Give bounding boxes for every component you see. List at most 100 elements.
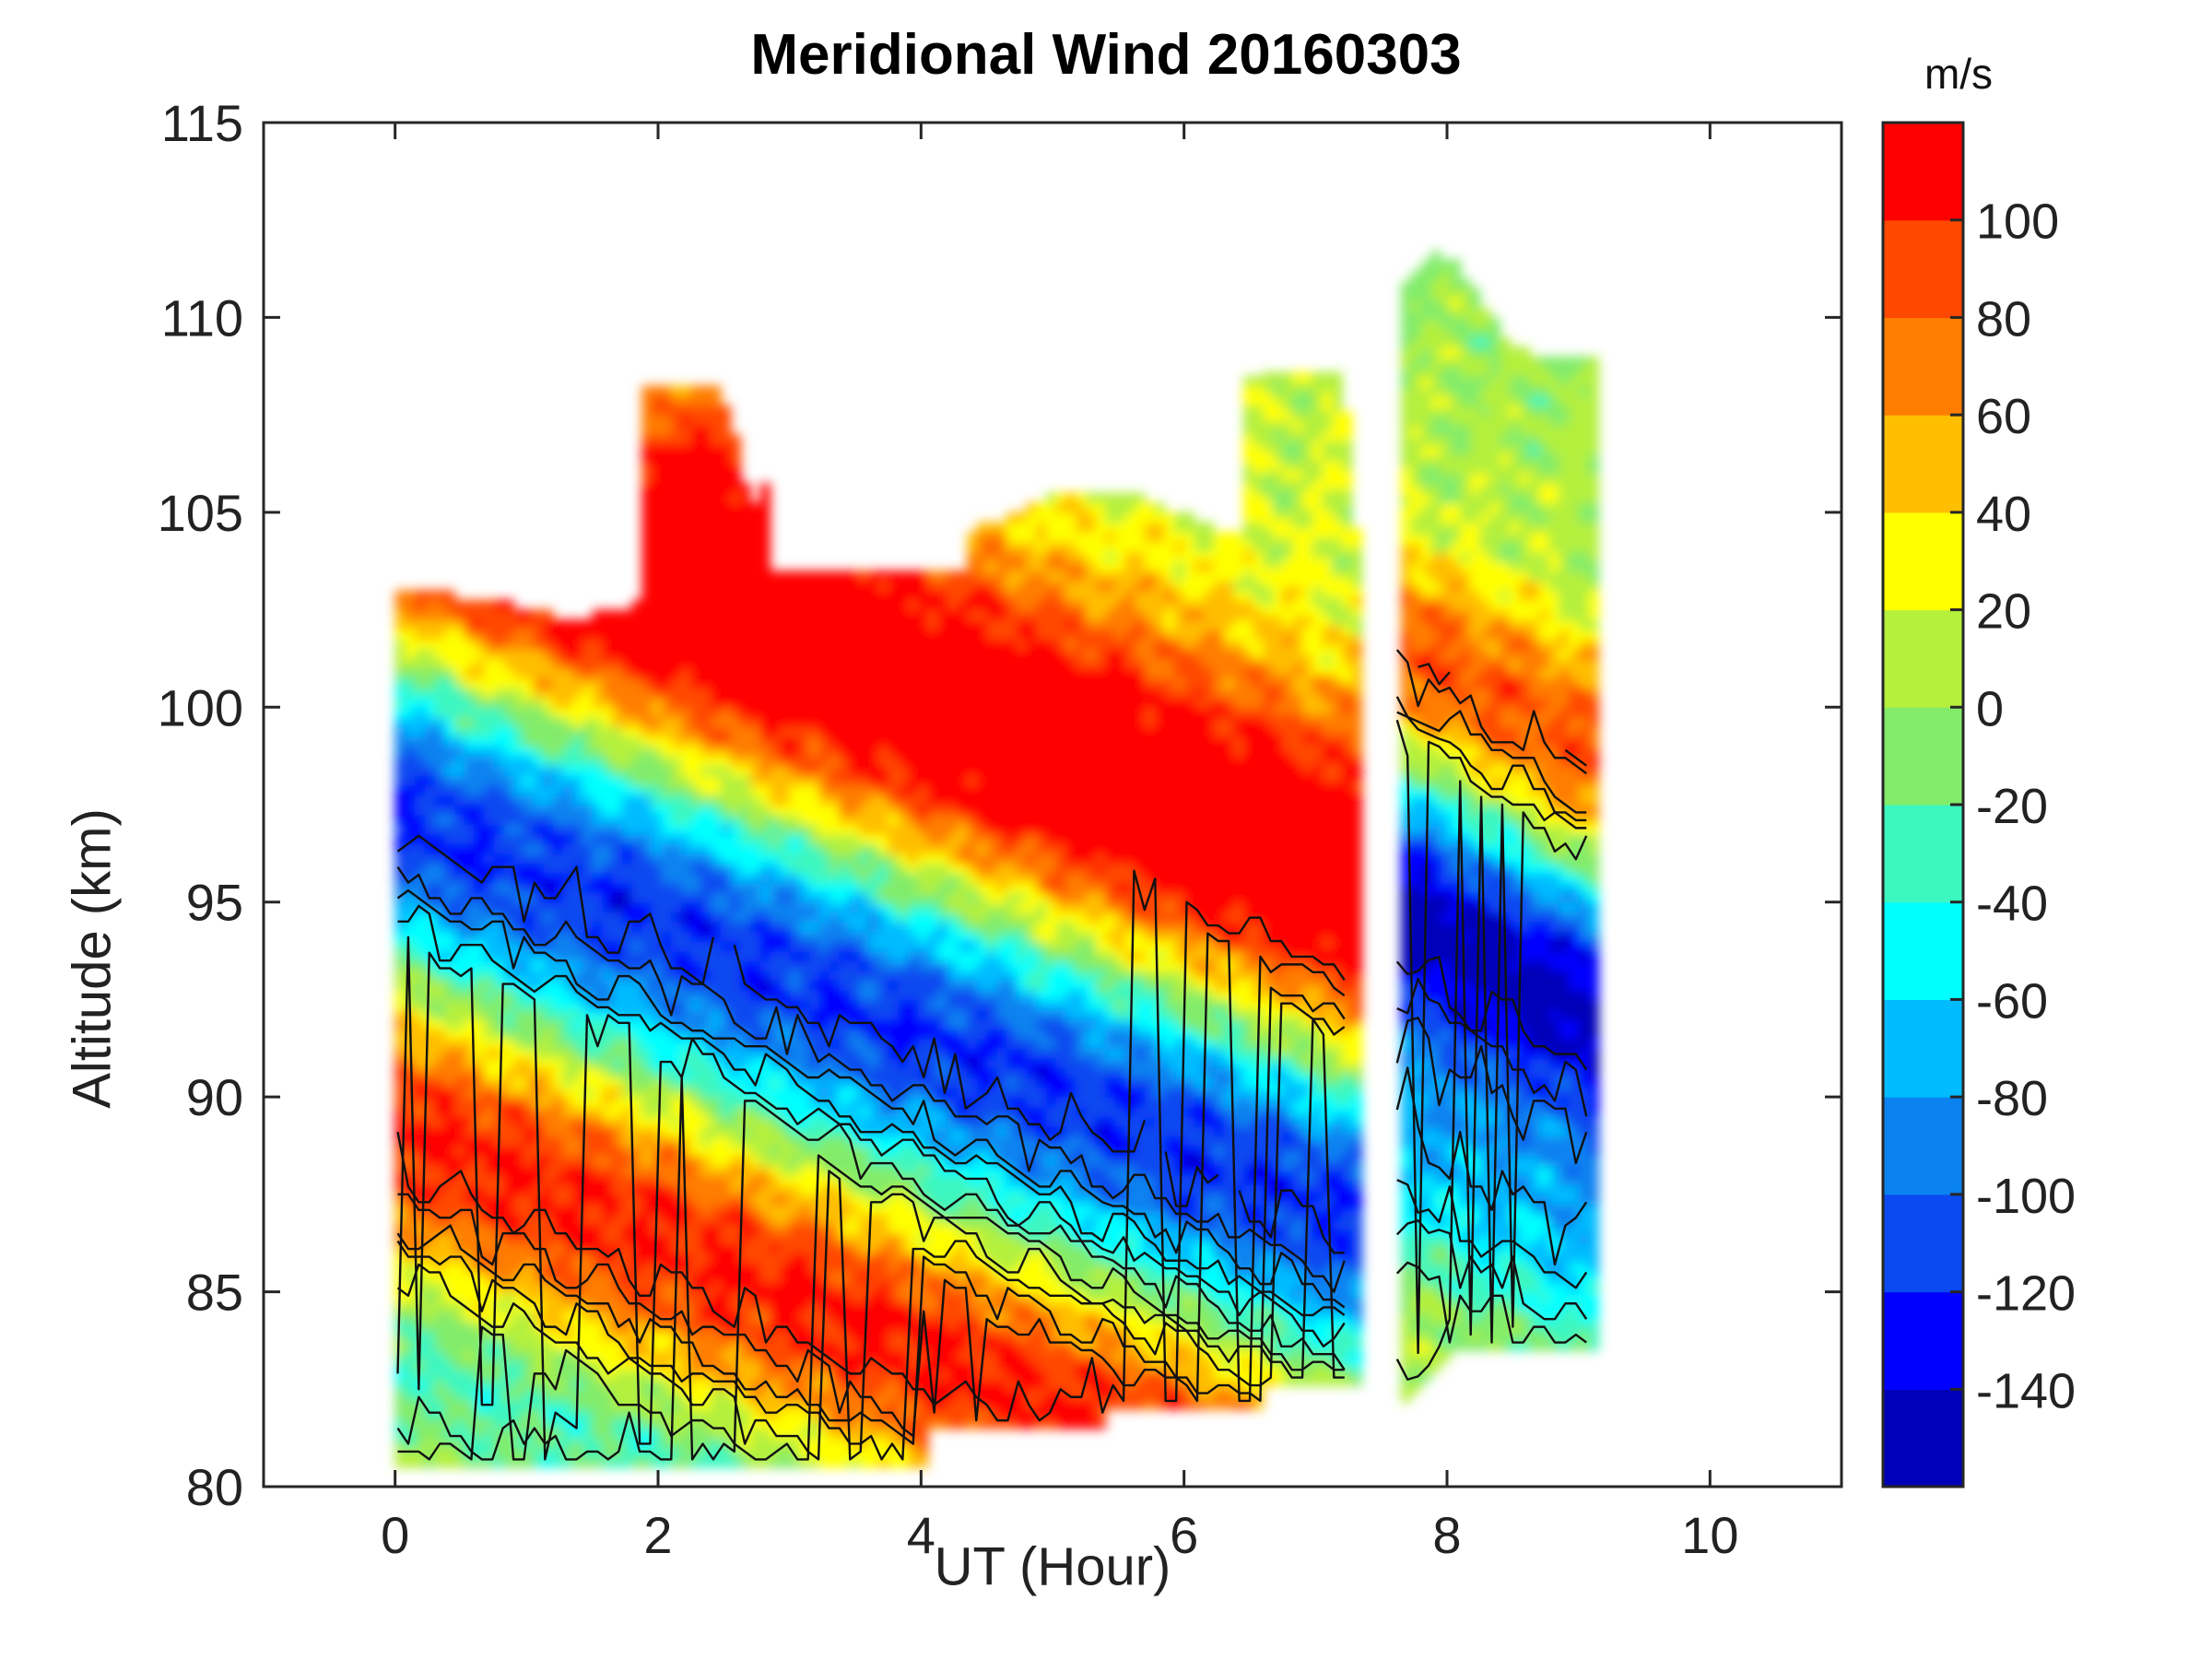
wind-cell bbox=[405, 1116, 416, 1127]
wind-cell bbox=[759, 1233, 771, 1244]
wind-cell bbox=[829, 1057, 840, 1069]
wind-cell bbox=[394, 941, 406, 952]
wind-cell bbox=[631, 746, 642, 757]
wind-cell bbox=[602, 736, 613, 747]
wind-cell bbox=[799, 1125, 810, 1137]
wind-cell bbox=[858, 931, 870, 942]
wind-cell bbox=[799, 1282, 810, 1293]
wind-cell bbox=[799, 970, 810, 982]
wind-cell bbox=[789, 873, 801, 884]
wind-cell bbox=[415, 1018, 426, 1030]
wind-cell bbox=[908, 931, 919, 942]
wind-cell bbox=[661, 989, 673, 1001]
wind-cell bbox=[661, 464, 673, 475]
wind-cell bbox=[690, 960, 702, 971]
wind-cell bbox=[898, 716, 909, 728]
wind-cell bbox=[908, 1067, 919, 1078]
wind-cell bbox=[878, 756, 889, 767]
wind-cell bbox=[513, 824, 524, 835]
wind-cell bbox=[434, 1359, 445, 1371]
wind-cell bbox=[523, 1389, 535, 1400]
wind-cell bbox=[602, 1194, 613, 1206]
wind-cell bbox=[394, 1359, 406, 1371]
wind-cell bbox=[829, 843, 840, 854]
wind-cell bbox=[661, 677, 673, 688]
wind-cell bbox=[700, 1106, 712, 1118]
wind-cell bbox=[503, 1340, 514, 1351]
wind-cell bbox=[424, 1135, 436, 1147]
wind-cell bbox=[405, 1330, 416, 1342]
wind-cell bbox=[789, 756, 801, 767]
wind-cell bbox=[641, 424, 653, 436]
wind-cell bbox=[405, 707, 416, 718]
wind-cell bbox=[415, 1087, 426, 1098]
wind-cell bbox=[562, 1125, 574, 1137]
wind-cell bbox=[582, 960, 594, 971]
wind-cell bbox=[602, 1428, 613, 1439]
wind-cell bbox=[839, 716, 850, 728]
wind-cell bbox=[493, 688, 505, 699]
wind-cell bbox=[780, 1125, 791, 1137]
wind-cell bbox=[759, 999, 771, 1010]
wind-cell bbox=[789, 960, 801, 971]
wind-cell bbox=[888, 921, 900, 933]
wind-cell bbox=[523, 765, 535, 777]
wind-cell bbox=[700, 736, 712, 747]
wind-cell bbox=[759, 571, 771, 582]
wind-cell bbox=[592, 1067, 604, 1078]
wind-cell bbox=[898, 824, 909, 835]
wind-cell bbox=[700, 1067, 712, 1078]
wind-cell bbox=[503, 950, 514, 961]
wind-cell bbox=[671, 385, 682, 396]
wind-cell bbox=[552, 775, 564, 786]
wind-cell bbox=[908, 726, 919, 737]
wind-cell bbox=[602, 1067, 613, 1078]
wind-cell bbox=[493, 970, 505, 982]
wind-cell bbox=[858, 853, 870, 865]
wind-cell bbox=[415, 824, 426, 835]
wind-cell bbox=[789, 824, 801, 835]
wind-cell bbox=[740, 619, 751, 630]
wind-cell bbox=[562, 746, 574, 757]
wind-cell bbox=[592, 1018, 604, 1030]
wind-cell bbox=[770, 668, 781, 679]
wind-cell bbox=[809, 765, 820, 777]
wind-cell bbox=[749, 648, 761, 660]
wind-cell bbox=[690, 1165, 702, 1176]
wind-cell bbox=[690, 677, 702, 688]
wind-cell bbox=[749, 532, 761, 543]
wind-cell bbox=[858, 1087, 870, 1098]
wind-cell bbox=[878, 726, 889, 737]
wind-cell bbox=[759, 1379, 771, 1391]
wind-cell bbox=[592, 950, 604, 961]
wind-cell bbox=[552, 1029, 564, 1040]
wind-cell bbox=[868, 853, 879, 865]
wind-cell bbox=[720, 1184, 732, 1195]
wind-cell bbox=[533, 941, 544, 952]
wind-cell bbox=[888, 629, 900, 641]
wind-cell bbox=[878, 882, 889, 893]
wind-cell bbox=[789, 697, 801, 709]
wind-cell bbox=[770, 824, 781, 835]
wind-cell bbox=[700, 512, 712, 524]
wind-cell bbox=[641, 1155, 653, 1166]
wind-cell bbox=[453, 833, 465, 845]
wind-cell bbox=[582, 1389, 594, 1400]
wind-cell bbox=[464, 765, 476, 777]
wind-cell bbox=[770, 1057, 781, 1069]
wind-cell bbox=[631, 999, 642, 1010]
wind-cell bbox=[799, 1359, 810, 1371]
wind-cell bbox=[552, 1184, 564, 1195]
wind-cell bbox=[690, 619, 702, 630]
wind-cell bbox=[415, 970, 426, 982]
wind-cell bbox=[878, 1340, 889, 1351]
wind-cell bbox=[602, 707, 613, 718]
wind-cell bbox=[868, 1408, 879, 1419]
wind-cell bbox=[474, 1165, 485, 1176]
wind-cell bbox=[651, 473, 663, 484]
wind-cell bbox=[770, 1301, 781, 1312]
wind-cell bbox=[730, 980, 741, 991]
wind-cell bbox=[513, 746, 524, 757]
wind-cell bbox=[533, 658, 544, 669]
wind-cell bbox=[415, 843, 426, 854]
